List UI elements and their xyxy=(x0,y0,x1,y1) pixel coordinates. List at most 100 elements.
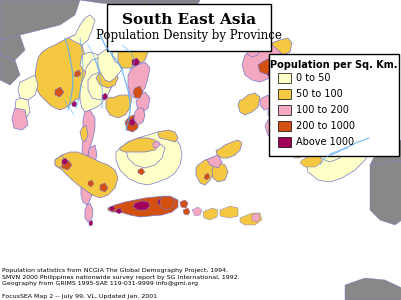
Polygon shape xyxy=(72,101,77,107)
Bar xyxy=(277,105,290,115)
Polygon shape xyxy=(96,68,118,88)
Polygon shape xyxy=(153,141,160,148)
Polygon shape xyxy=(88,183,93,190)
Polygon shape xyxy=(283,102,289,110)
Polygon shape xyxy=(241,43,284,82)
Polygon shape xyxy=(81,162,95,205)
Polygon shape xyxy=(158,198,164,206)
Polygon shape xyxy=(0,0,80,40)
Polygon shape xyxy=(188,25,205,35)
FancyBboxPatch shape xyxy=(107,4,270,51)
Polygon shape xyxy=(259,95,271,110)
Polygon shape xyxy=(120,138,158,152)
Polygon shape xyxy=(271,105,285,120)
Polygon shape xyxy=(271,38,291,55)
Polygon shape xyxy=(35,35,90,110)
Polygon shape xyxy=(274,68,289,85)
Bar xyxy=(277,89,290,99)
Polygon shape xyxy=(102,93,108,100)
Polygon shape xyxy=(0,55,20,85)
Polygon shape xyxy=(219,206,237,218)
Polygon shape xyxy=(108,196,178,217)
Polygon shape xyxy=(277,134,286,143)
Text: Population per Sq. Km.: Population per Sq. Km. xyxy=(269,60,397,70)
Polygon shape xyxy=(150,0,184,18)
Text: 100 to 200: 100 to 200 xyxy=(295,105,348,115)
Text: 0 to 50: 0 to 50 xyxy=(295,73,330,83)
Polygon shape xyxy=(182,208,190,215)
Polygon shape xyxy=(55,87,64,97)
Polygon shape xyxy=(344,278,401,300)
Text: 200 to 1000: 200 to 1000 xyxy=(295,121,354,131)
Polygon shape xyxy=(256,37,269,50)
Polygon shape xyxy=(304,128,369,182)
Polygon shape xyxy=(257,58,277,75)
Polygon shape xyxy=(125,115,138,132)
Polygon shape xyxy=(294,120,302,130)
Polygon shape xyxy=(88,145,97,165)
Polygon shape xyxy=(133,86,143,98)
Polygon shape xyxy=(160,196,174,210)
Polygon shape xyxy=(0,35,25,60)
Polygon shape xyxy=(55,155,65,168)
Polygon shape xyxy=(215,140,241,158)
Polygon shape xyxy=(12,108,28,130)
Polygon shape xyxy=(80,58,118,112)
Polygon shape xyxy=(196,158,217,185)
Polygon shape xyxy=(158,130,178,142)
Polygon shape xyxy=(280,100,291,112)
Polygon shape xyxy=(88,180,94,187)
Polygon shape xyxy=(277,144,285,153)
Polygon shape xyxy=(203,173,209,180)
Polygon shape xyxy=(239,213,261,225)
Polygon shape xyxy=(180,200,188,208)
Polygon shape xyxy=(98,48,128,82)
Polygon shape xyxy=(129,118,136,126)
Polygon shape xyxy=(85,203,93,222)
Polygon shape xyxy=(246,45,259,57)
Text: 50 to 100: 50 to 100 xyxy=(295,89,342,99)
Polygon shape xyxy=(136,92,150,112)
Polygon shape xyxy=(314,140,344,162)
Polygon shape xyxy=(55,152,118,198)
Polygon shape xyxy=(62,158,68,165)
Polygon shape xyxy=(80,125,88,142)
Text: Above 1000: Above 1000 xyxy=(295,137,353,147)
Polygon shape xyxy=(128,62,150,98)
Bar xyxy=(277,137,290,147)
Polygon shape xyxy=(116,132,182,185)
Polygon shape xyxy=(132,58,140,66)
Bar xyxy=(277,121,290,131)
Polygon shape xyxy=(291,148,301,158)
Polygon shape xyxy=(80,52,103,75)
Polygon shape xyxy=(80,0,200,15)
Polygon shape xyxy=(62,160,72,170)
Polygon shape xyxy=(15,98,30,120)
Text: Population Density by Province: Population Density by Province xyxy=(96,29,281,43)
FancyBboxPatch shape xyxy=(268,54,398,156)
Bar xyxy=(277,73,290,83)
Polygon shape xyxy=(286,86,299,100)
Polygon shape xyxy=(267,106,279,120)
Polygon shape xyxy=(251,213,259,222)
Polygon shape xyxy=(110,206,115,211)
Polygon shape xyxy=(118,40,148,68)
Polygon shape xyxy=(294,130,309,147)
Polygon shape xyxy=(18,75,38,100)
Polygon shape xyxy=(116,208,122,214)
Polygon shape xyxy=(284,136,293,145)
Polygon shape xyxy=(207,155,221,168)
Text: Population statistics from NCGIA The Global Demography Project, 1994.
SMVN 2000 : Population statistics from NCGIA The Glo… xyxy=(2,268,239,300)
Polygon shape xyxy=(369,140,401,165)
Polygon shape xyxy=(100,183,108,192)
Polygon shape xyxy=(89,220,93,226)
Polygon shape xyxy=(237,93,259,115)
Polygon shape xyxy=(112,45,135,65)
Polygon shape xyxy=(74,70,81,77)
Polygon shape xyxy=(283,116,301,133)
Polygon shape xyxy=(88,72,112,100)
Polygon shape xyxy=(68,15,95,45)
Text: South East Asia: South East Asia xyxy=(122,13,255,27)
Polygon shape xyxy=(134,108,145,125)
Polygon shape xyxy=(299,155,321,167)
